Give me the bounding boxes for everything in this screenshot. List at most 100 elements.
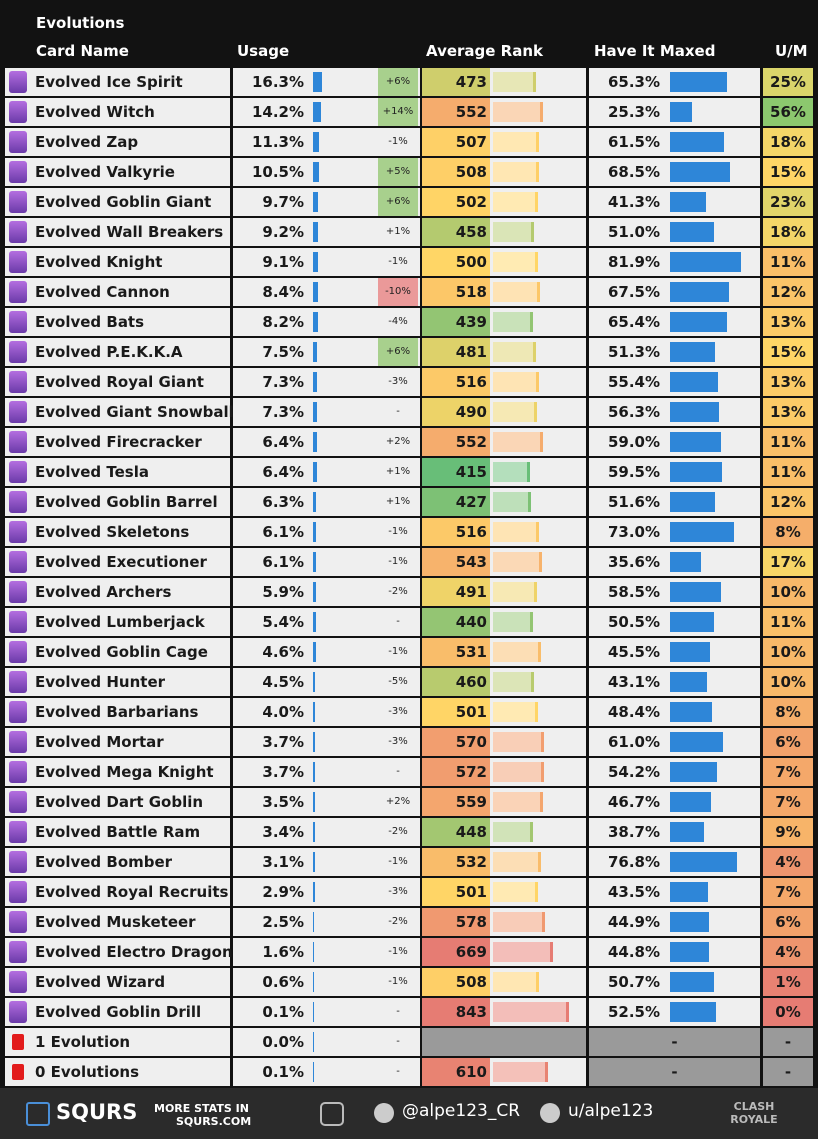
usage-bar — [313, 972, 314, 992]
usage-cell — [233, 128, 420, 156]
name-cell — [5, 788, 230, 816]
col-header: Average Rank — [426, 42, 544, 60]
change: -3% — [388, 376, 408, 387]
name-cell — [5, 638, 230, 666]
card-name: Evolved Witch — [35, 103, 155, 121]
name-cell — [5, 248, 230, 276]
change: -2% — [388, 586, 408, 597]
change: -3% — [388, 886, 408, 897]
name-cell — [5, 728, 230, 756]
um: 13% — [763, 398, 813, 426]
usage-bar — [313, 402, 317, 422]
rank: 481 — [455, 343, 487, 361]
card-name: Evolved Wall Breakers — [35, 223, 224, 241]
maxed-bar — [670, 882, 708, 902]
rank-bar — [493, 432, 543, 452]
maxed-bar — [670, 672, 708, 692]
usage: 16.3% — [251, 73, 304, 91]
maxed: 46.7% — [607, 793, 660, 811]
name-cell — [5, 698, 230, 726]
rank: 531 — [455, 643, 487, 661]
rank: 572 — [455, 763, 487, 781]
um: 7% — [763, 758, 813, 786]
name-cell — [5, 908, 230, 936]
card-name: Evolved Goblin Barrel — [35, 493, 218, 511]
rank: 427 — [455, 493, 487, 511]
change: -5% — [388, 676, 408, 687]
rank: 507 — [455, 133, 487, 151]
rank: 501 — [455, 883, 487, 901]
card-name: Evolved Valkyrie — [35, 163, 175, 181]
rank: 516 — [455, 523, 487, 541]
maxed-bar — [670, 402, 719, 422]
footer: SQURS MORE STATS IN SQURS.COM @alpe123_C… — [0, 1088, 818, 1139]
brand: SQURS — [56, 1100, 138, 1124]
rank-bg — [422, 1058, 490, 1086]
maxed: 61.5% — [607, 133, 660, 151]
maxed-bar — [670, 582, 721, 602]
usage-cell — [233, 308, 420, 336]
maxed-bar — [670, 522, 734, 542]
rank: 518 — [455, 283, 487, 301]
rank-bar — [493, 342, 537, 362]
rank-bar — [493, 612, 533, 632]
rank-bg — [422, 608, 490, 636]
title: Evolutions — [36, 14, 125, 32]
rank-bar — [493, 492, 532, 512]
rank-bg — [422, 728, 490, 756]
usage-cell — [233, 968, 420, 996]
maxed-bar — [670, 282, 729, 302]
um: 7% — [763, 788, 813, 816]
rank-bg — [422, 278, 490, 306]
maxed: 25.3% — [607, 103, 660, 121]
usage-bar — [313, 1062, 314, 1082]
usage: 7.3% — [262, 403, 304, 421]
maxed-bar — [670, 102, 692, 122]
rank-bar — [493, 582, 538, 602]
rank-bar — [493, 1062, 548, 1082]
rank-bar — [493, 462, 531, 482]
rank-bar — [493, 402, 538, 422]
usage-bar — [313, 942, 314, 962]
card-name: Evolved Skeletons — [35, 523, 190, 541]
usage: 3.7% — [262, 733, 304, 751]
usage-cell — [233, 608, 420, 636]
rank-bg — [422, 368, 490, 396]
rank: 552 — [455, 103, 487, 121]
um: 15% — [763, 338, 813, 366]
um: 12% — [763, 278, 813, 306]
change: +6% — [378, 188, 418, 216]
um: 9% — [763, 818, 813, 846]
name-cell — [5, 398, 230, 426]
maxed: 81.9% — [607, 253, 660, 271]
rank-bar — [493, 642, 541, 662]
maxed: 58.5% — [607, 583, 660, 601]
maxed: 59.5% — [607, 463, 660, 481]
rank-bg — [422, 968, 490, 996]
card-icon — [9, 491, 27, 513]
rank-bg — [422, 98, 490, 126]
name-cell — [5, 308, 230, 336]
maxed: 51.3% — [607, 343, 660, 361]
um: 18% — [763, 128, 813, 156]
card-icon — [9, 581, 27, 603]
change: -3% — [388, 736, 408, 747]
card-name: 0 Evolutions — [35, 1063, 140, 1081]
usage-cell — [233, 578, 420, 606]
rank: 501 — [455, 703, 487, 721]
rank-bg — [422, 188, 490, 216]
usage-bar — [313, 762, 316, 782]
rank-bar — [493, 1002, 569, 1022]
um: 13% — [763, 308, 813, 336]
maxed: 55.4% — [607, 373, 660, 391]
card-name: Evolved Cannon — [35, 283, 170, 301]
rank-bar — [493, 822, 534, 842]
card-icon — [9, 911, 27, 933]
rank-bar — [493, 732, 545, 752]
site: SQURS.COM — [176, 1115, 252, 1128]
usage-bar — [313, 1002, 314, 1022]
change: -1% — [388, 556, 408, 567]
um: 23% — [763, 188, 813, 216]
rank: 440 — [455, 613, 487, 631]
change: +1% — [385, 496, 411, 507]
